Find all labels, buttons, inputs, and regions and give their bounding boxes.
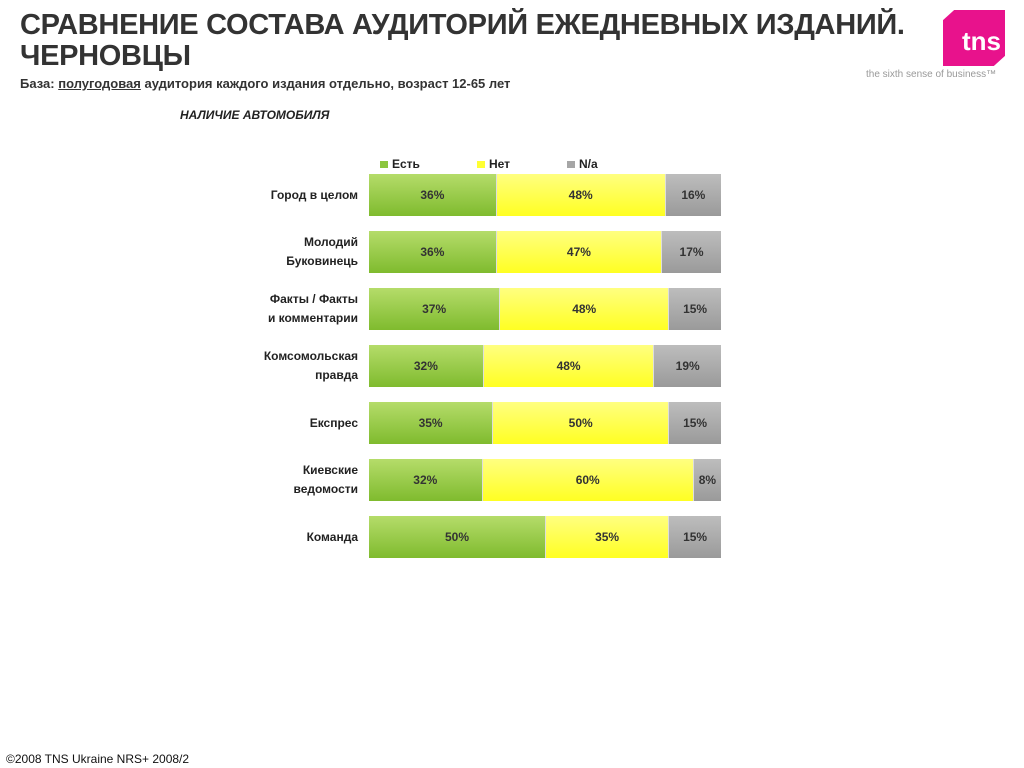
category-label: Киевские ведомости [293, 463, 359, 496]
bar-row: 50% 35% 15% [369, 516, 721, 558]
bar-segment-na: 17% [661, 231, 721, 273]
bar-segment-no: 48% [495, 174, 665, 216]
bar-segment-na: 16% [664, 174, 721, 216]
chart-title: НАЛИЧИЕ АВТОМОБИЛЯ [180, 108, 330, 122]
footer: ©2008 TNS Ukraine NRS+ 2008/2 [6, 752, 190, 766]
legend-item: Нет [477, 157, 510, 171]
base-rest: аудитория каждого издания отдельно, возр… [144, 76, 511, 91]
bar-row: 37% 48% 15% [369, 288, 721, 330]
bar-segment-na: 15% [668, 288, 721, 330]
bar-segment-yes: 36% [369, 174, 496, 216]
category-label: Комсомольская правда [263, 349, 358, 382]
category-label: Город в целом [270, 187, 358, 202]
bar-segment-no: 48% [499, 288, 669, 330]
bar-segment-no: 48% [482, 345, 654, 387]
bar-row: 36% 47% 17% [369, 231, 721, 273]
bar-segment-yes: 37% [369, 288, 500, 330]
tns-logo: tns [943, 10, 1005, 66]
bar-segment-na: 19% [653, 345, 721, 387]
bar-segment-na: 8% [692, 459, 721, 501]
bar-segment-yes: 32% [369, 345, 483, 387]
legend-label: Есть [392, 157, 420, 171]
legend-swatch [477, 160, 485, 168]
title-line-2: ЧЕРНОВЦЫ [20, 40, 191, 72]
category-label: Експрес [309, 415, 358, 430]
legend-label: N/a [579, 157, 598, 171]
base-label: База: [20, 76, 55, 91]
logo-tagline: the sixth sense of business™ [866, 69, 997, 80]
category-label: Молодий Буковинець [286, 235, 358, 268]
legend-item: N/a [567, 157, 598, 171]
bar-segment-no: 47% [495, 231, 662, 273]
bar-segment-na: 15% [668, 516, 721, 558]
bar-segment-yes: 36% [369, 231, 496, 273]
title-line-1: СРАВНЕНИЕ СОСТАВА АУДИТОРИЙ ЕЖЕДНЕВНЫХ И… [20, 9, 905, 41]
bar-row: 32% 48% 19% [369, 345, 721, 387]
bar-row: 36% 48% 16% [369, 174, 721, 216]
legend-label: Нет [489, 157, 511, 171]
bar-segment-yes: 35% [369, 402, 493, 444]
legend-swatch [380, 160, 388, 168]
bar-row: 32% 60% 8% [369, 459, 721, 501]
category-label: Факты / Факты и комментарии [267, 292, 358, 325]
category-label: Команда [306, 529, 358, 544]
bar-segment-no: 35% [545, 516, 669, 558]
page-title: СРАВНЕНИЕ СОСТАВА АУДИТОРИЙ ЕЖЕДНЕВНЫХ И… [20, 10, 905, 72]
bar-row: 35% 50% 15% [369, 402, 721, 444]
bar-segment-no: 60% [481, 459, 693, 501]
legend-item: Есть [380, 157, 420, 171]
bar-segment-yes: 32% [369, 459, 482, 501]
logo-text: tns [962, 26, 1001, 56]
base-underlined: полугодовая [58, 76, 141, 91]
base-note: База: полугодовая аудитория каждого изда… [20, 76, 510, 91]
legend-swatch [567, 160, 575, 168]
bar-segment-no: 50% [492, 402, 669, 444]
bar-segment-na: 15% [668, 402, 721, 444]
bar-segment-yes: 50% [369, 516, 545, 558]
